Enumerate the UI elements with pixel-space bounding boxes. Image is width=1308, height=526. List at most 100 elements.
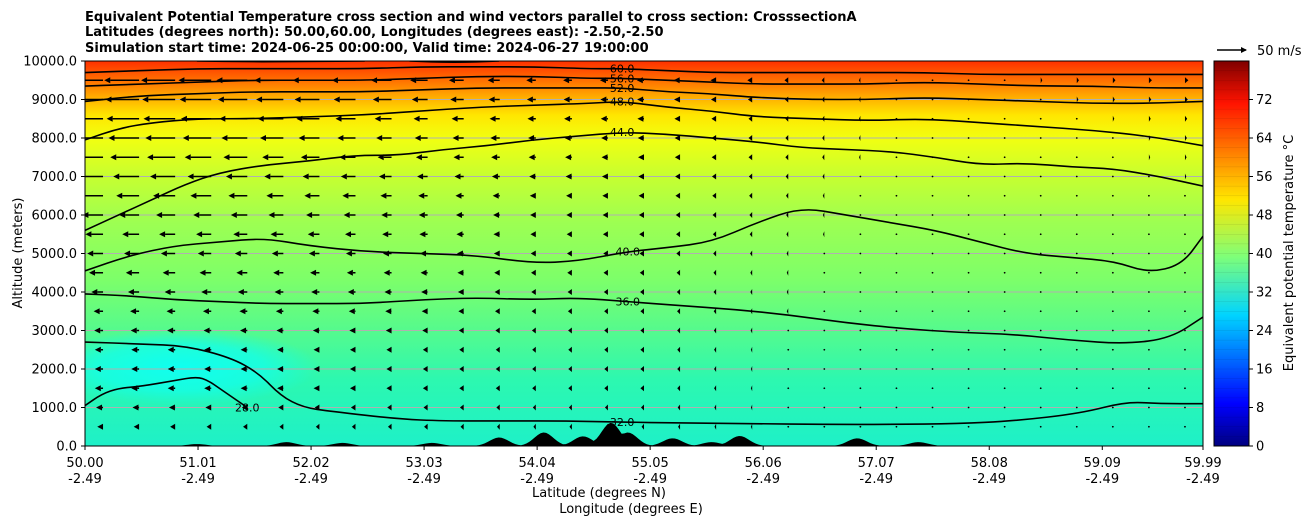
contour-label: 32.0 bbox=[610, 416, 635, 429]
wind-vector bbox=[1184, 135, 1187, 141]
y-tick-label: 4000.0 bbox=[32, 286, 78, 301]
wind-vector bbox=[821, 77, 825, 84]
y-tick-label: 10000.0 bbox=[23, 55, 77, 70]
wind-vector bbox=[638, 173, 644, 180]
wind-vector bbox=[640, 289, 644, 295]
wind-vector bbox=[895, 368, 898, 370]
wind-vector bbox=[1184, 252, 1186, 255]
wind-vector bbox=[750, 289, 753, 295]
wind-vector bbox=[85, 212, 104, 218]
colorbar-tick-label: 56 bbox=[1256, 170, 1273, 185]
wind-vector bbox=[348, 308, 356, 315]
wind-vector bbox=[750, 327, 753, 334]
wind-vector bbox=[641, 423, 644, 430]
wind-vector bbox=[749, 231, 753, 238]
wind-vector bbox=[677, 346, 681, 353]
x-tick-label-lon: -2.49 bbox=[972, 472, 1006, 487]
colorbar-tick-label: 24 bbox=[1256, 324, 1273, 339]
wind-vector bbox=[677, 385, 681, 392]
wind-vector bbox=[1148, 425, 1150, 428]
x-tick-label-lon: -2.49 bbox=[181, 472, 215, 487]
x-tick-label-lat: 59.09 bbox=[1084, 456, 1121, 471]
wind-vector bbox=[931, 425, 934, 428]
wind-vector bbox=[130, 327, 140, 334]
wind-vector bbox=[531, 327, 536, 334]
wind-vector bbox=[223, 154, 248, 161]
wind-vector bbox=[750, 423, 753, 430]
wind-vector bbox=[141, 77, 176, 84]
y-tick-label: 1000.0 bbox=[32, 401, 78, 416]
wind-vector bbox=[182, 135, 212, 141]
wind-vector bbox=[1184, 96, 1188, 103]
wind-vector bbox=[418, 212, 428, 218]
wind-vector bbox=[565, 173, 572, 180]
wind-vector bbox=[493, 250, 500, 257]
x-axis-label-latitude: Latitude (degrees N) bbox=[532, 486, 666, 501]
contour-line bbox=[85, 65, 1203, 76]
wind-vector bbox=[1184, 194, 1186, 197]
wind-vector bbox=[108, 135, 140, 141]
wind-vector bbox=[125, 269, 140, 276]
wind-vector bbox=[604, 327, 608, 334]
contour-line bbox=[85, 293, 1203, 344]
wind-vector bbox=[262, 154, 284, 161]
wind-vector bbox=[786, 231, 789, 238]
wind-vector bbox=[822, 154, 825, 161]
wind-vector bbox=[342, 192, 356, 199]
contour-line bbox=[85, 101, 1203, 147]
wind-vector bbox=[967, 310, 970, 313]
wind-vector bbox=[417, 173, 428, 180]
contour-line bbox=[85, 376, 248, 409]
wind-vector bbox=[495, 346, 500, 353]
wind-vector bbox=[711, 115, 717, 122]
wind-vector bbox=[1148, 214, 1150, 216]
wind-vector bbox=[639, 250, 644, 257]
wind-vector bbox=[859, 271, 862, 274]
wind-vector bbox=[750, 366, 753, 372]
wind-vector bbox=[785, 154, 789, 161]
wind-vector bbox=[1111, 271, 1114, 274]
wind-vector bbox=[300, 154, 320, 161]
x-tick-label-lon: -2.49 bbox=[520, 472, 554, 487]
wind-vector bbox=[379, 173, 392, 180]
wind-vector bbox=[1111, 156, 1114, 159]
wind-vector bbox=[895, 406, 898, 409]
wind-vector bbox=[786, 289, 789, 295]
wind-vector bbox=[240, 385, 248, 392]
plot-area: 28.0 32.0 36.0 40.0 44.0 48.052.056.060.0 bbox=[85, 61, 1203, 446]
wind-vector bbox=[931, 252, 934, 255]
cold-core-fill bbox=[85, 329, 320, 405]
wind-vector bbox=[895, 79, 898, 82]
wind-vector bbox=[85, 231, 104, 238]
wind-vector bbox=[711, 173, 717, 180]
wind-vector bbox=[568, 327, 572, 334]
wind-vector bbox=[967, 175, 970, 178]
wind-vector bbox=[382, 231, 392, 238]
wind-vector bbox=[387, 423, 392, 430]
wind-vector bbox=[823, 425, 826, 428]
wind-vector bbox=[1111, 348, 1114, 351]
x-tick-label-lon: -2.49 bbox=[746, 472, 780, 487]
wind-vector bbox=[1039, 98, 1042, 101]
wind-vector bbox=[457, 269, 464, 276]
wind-vector bbox=[748, 135, 753, 141]
wind-vector bbox=[313, 346, 320, 353]
wind-vector bbox=[1075, 368, 1078, 370]
wind-vector bbox=[495, 366, 500, 372]
x-tick-label-lon: -2.49 bbox=[68, 472, 102, 487]
contour-label: 44.0 bbox=[610, 126, 635, 139]
wind-vector bbox=[1003, 406, 1006, 409]
wind-vector bbox=[459, 346, 464, 353]
wind-vector bbox=[201, 289, 212, 295]
wind-vector bbox=[240, 346, 248, 353]
wind-vector bbox=[526, 96, 536, 103]
wind-vector bbox=[460, 423, 464, 430]
wind-vector bbox=[489, 115, 500, 122]
wind-vector bbox=[1148, 77, 1152, 84]
wind-vector bbox=[931, 406, 934, 409]
wind-vector bbox=[1184, 233, 1186, 236]
wind-vector bbox=[785, 192, 789, 199]
wind-vector bbox=[603, 269, 608, 276]
wind-vector bbox=[931, 348, 934, 351]
wind-vector bbox=[344, 231, 356, 238]
